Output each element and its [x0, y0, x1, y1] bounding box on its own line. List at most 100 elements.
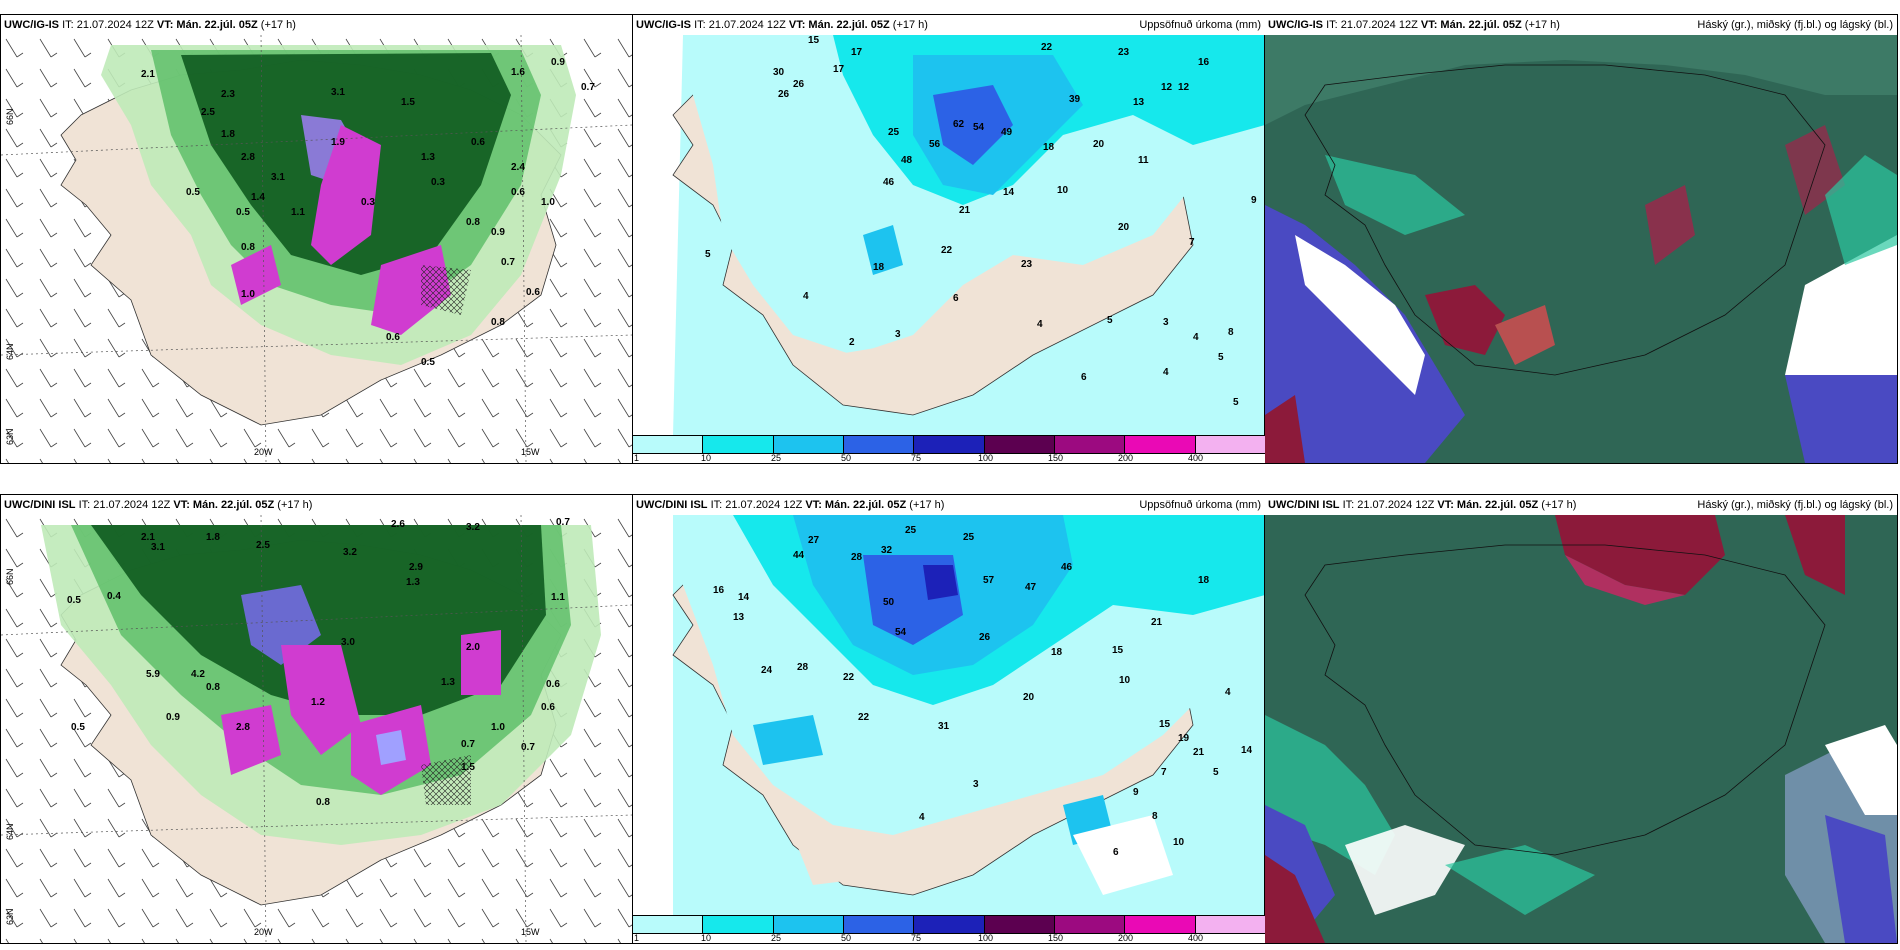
- legend-tick: 200: [1118, 453, 1134, 463]
- legend-tick: 75: [911, 453, 922, 463]
- value-label: 8: [1152, 811, 1158, 822]
- panel-header: UWC/IG-IS IT: 21.07.2024 12Z VT: Mán. 22…: [633, 15, 1265, 35]
- value-label: 6: [1081, 372, 1087, 383]
- value-label: 1.8: [221, 129, 235, 140]
- panel-title: Háský (gr.), miðský (fj.bl.) og lágský (…: [1697, 499, 1893, 511]
- value-label: 0.6: [541, 702, 555, 713]
- lat-label: 63N: [5, 908, 15, 925]
- value-label: 0.5: [67, 595, 81, 606]
- value-label: 7: [1189, 237, 1195, 248]
- value-label: 25: [905, 525, 917, 536]
- value-label: 1.5: [461, 762, 475, 773]
- value-label: 4: [919, 812, 925, 823]
- lon-label: 20W: [254, 447, 273, 457]
- value-label: 26: [778, 89, 790, 100]
- panel-bottom-left: UWC/DINI ISL IT: 21.07.2024 12Z VT: Mán.…: [0, 494, 633, 944]
- value-label: 22: [941, 245, 953, 256]
- value-label: 15: [1159, 719, 1171, 730]
- value-label: 1.2: [311, 697, 325, 708]
- value-label: 8: [1228, 327, 1234, 338]
- value-label: 11: [1138, 155, 1149, 166]
- value-label: 62: [953, 119, 965, 130]
- legend-tick: 25: [771, 933, 782, 943]
- cloud-cover-map: [1265, 515, 1897, 943]
- precip-wind-map: 2.1 2.3 2.5 3.1 1.5 0.7 0.9 1.6 1.8 2.8 …: [1, 35, 632, 463]
- value-label: 3.1: [151, 542, 165, 553]
- value-label: 3.1: [331, 87, 345, 98]
- value-label: 21: [959, 205, 971, 216]
- legend-box: [843, 436, 915, 453]
- value-label: 25: [963, 532, 975, 543]
- value-label: 54: [973, 122, 985, 133]
- panel-title: Háský (gr.), miðský (fj.bl.) og lágský (…: [1697, 19, 1893, 31]
- value-label: 54: [895, 627, 907, 638]
- valid-time: VT: Mán. 22.júl. 05Z: [1437, 499, 1539, 511]
- value-label: 0.8: [316, 797, 330, 808]
- value-label: 1.9: [331, 137, 345, 148]
- panel-header: UWC/DINI ISL IT: 21.07.2024 12Z VT: Mán.…: [1, 495, 632, 515]
- value-label: 0.5: [236, 207, 250, 218]
- lead-time: (+17 h): [909, 499, 945, 511]
- lon-label: 20W: [254, 927, 273, 937]
- value-label: 12: [1178, 82, 1190, 93]
- value-label: 26: [793, 79, 805, 90]
- value-label: 16: [713, 585, 725, 596]
- value-label: 14: [1241, 745, 1253, 756]
- value-label: 0.6: [386, 332, 400, 343]
- panel-top-left: UWC/IG-IS IT: 21.07.2024 12Z VT: Mán. 22…: [0, 14, 633, 464]
- model-name: UWC/DINI ISL: [1268, 499, 1340, 511]
- legend-tick: 400: [1188, 933, 1204, 943]
- value-label: 0.9: [551, 57, 565, 68]
- value-label: 14: [1003, 187, 1015, 198]
- lead-time: (+17 h): [892, 19, 928, 31]
- legend-box: [1125, 436, 1196, 453]
- legend-tick: 1: [634, 453, 640, 463]
- init-time: IT: 21.07.2024 12Z: [78, 499, 171, 511]
- value-label: 46: [883, 177, 895, 188]
- value-label: 2.1: [141, 69, 155, 80]
- legend-tick: 25: [771, 453, 782, 463]
- panel-header: UWC/IG-IS IT: 21.07.2024 12Z VT: Mán. 22…: [1, 15, 632, 35]
- value-label: 1.3: [421, 152, 435, 163]
- legend-box: [1195, 436, 1265, 453]
- value-label: 1.0: [241, 289, 255, 300]
- value-label: 0.3: [361, 197, 375, 208]
- value-label: 21: [1193, 747, 1205, 758]
- precip-legend: 1 10 25 50 75 100 150 200 400: [633, 915, 1265, 943]
- legend-box: [843, 916, 915, 933]
- value-label: 28: [851, 552, 863, 563]
- value-label: 0.6: [511, 187, 525, 198]
- legend-box: [1054, 916, 1126, 933]
- lead-time: (+17 h): [277, 499, 313, 511]
- valid-time: VT: Mán. 22.júl. 05Z: [156, 19, 258, 31]
- value-label: 25: [888, 127, 900, 138]
- legend-color-scale: [633, 435, 1265, 454]
- value-label: 17: [833, 64, 845, 75]
- value-label: 5: [1213, 767, 1219, 778]
- value-label: 3: [1163, 317, 1169, 328]
- value-label: 16: [1198, 57, 1210, 68]
- value-label: 44: [793, 550, 805, 561]
- model-name: UWC/IG-IS: [1268, 19, 1323, 31]
- value-label: 0.9: [491, 227, 505, 238]
- value-label: 1.3: [441, 677, 455, 688]
- value-label: 49: [1001, 127, 1013, 138]
- panel-title: Uppsöfnuð úrkoma (mm): [1139, 19, 1261, 31]
- value-label: 20: [1023, 692, 1035, 703]
- value-label: 31: [938, 721, 950, 732]
- value-label: 27: [808, 535, 820, 546]
- value-label: 10: [1057, 185, 1069, 196]
- value-label: 3.0: [341, 637, 355, 648]
- value-label: 4: [1193, 332, 1199, 343]
- value-label: 9: [1251, 195, 1257, 206]
- value-label: 1.8: [206, 532, 220, 543]
- value-label: 26: [979, 632, 991, 643]
- legend-box: [984, 916, 1055, 933]
- value-label: 1.3: [406, 577, 420, 588]
- value-label: 0.5: [421, 357, 435, 368]
- value-label: 32: [881, 545, 893, 556]
- value-label: 20: [1118, 222, 1130, 233]
- value-label: 4: [803, 291, 809, 302]
- value-label: 4: [1037, 319, 1043, 330]
- value-label: 0.3: [431, 177, 445, 188]
